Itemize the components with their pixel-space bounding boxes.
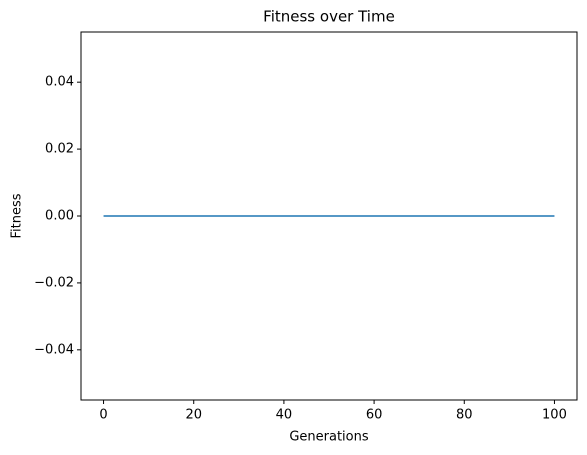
x-tick-label: 80: [456, 408, 473, 423]
x-axis-label: Generations: [289, 430, 369, 445]
x-tick-label: 40: [276, 408, 293, 423]
y-tick-label: 0.04: [45, 75, 74, 90]
plot-frame: [80, 31, 578, 401]
x-tick-label: 60: [366, 408, 383, 423]
y-axis-label: Fitness: [10, 193, 25, 238]
y-tick-label: 0.00: [45, 209, 74, 224]
y-tick-label: −0.02: [34, 275, 74, 290]
y-tick-label: 0.02: [45, 142, 74, 157]
x-tick-label: 100: [542, 408, 567, 423]
x-tick-label: 20: [185, 408, 202, 423]
y-tick-label: −0.04: [34, 342, 74, 357]
x-tick-label: 0: [99, 408, 107, 423]
chart-title: Fitness over Time: [263, 8, 395, 26]
